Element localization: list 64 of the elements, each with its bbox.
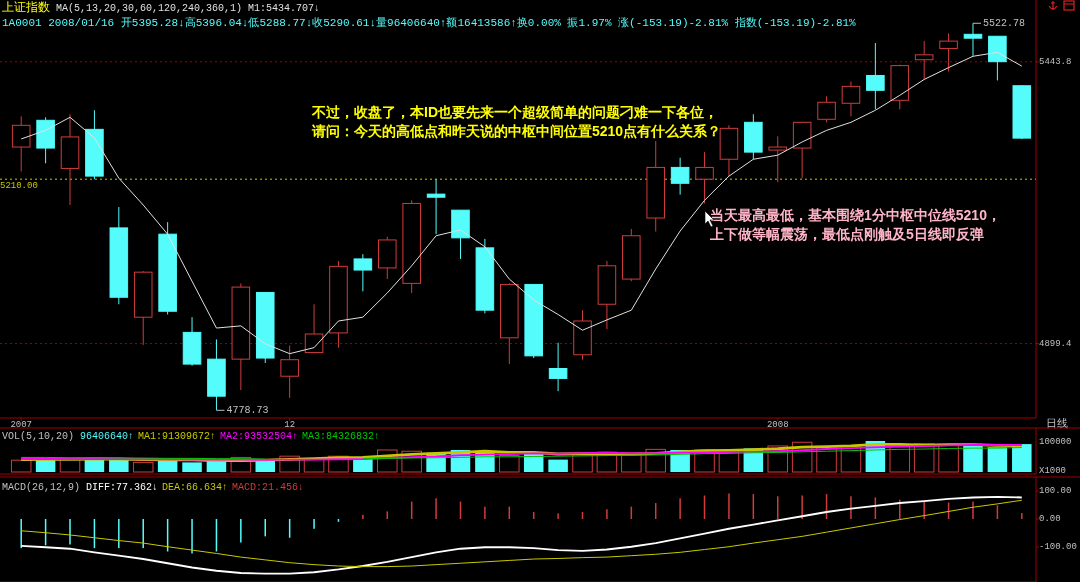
y-tick-label: -100.00: [1039, 542, 1077, 553]
candlestick: [914, 40, 934, 80]
candlestick: [11, 115, 31, 172]
chart-title: VOL(5,10,20): [2, 431, 75, 442]
series-label: MA2:93532504↑: [220, 431, 299, 442]
series-label: MA1:91309672↑: [138, 431, 217, 442]
candlestick: [817, 95, 836, 123]
bar: [84, 458, 105, 472]
candlestick: [304, 303, 324, 354]
ref-line-label: 5210.00: [0, 180, 38, 191]
bar: [230, 456, 252, 473]
bar: [10, 459, 32, 473]
candlestick: [939, 32, 958, 73]
bar: [279, 455, 300, 473]
text: X1000: [1039, 466, 1067, 476]
bar: [377, 449, 398, 473]
text: MACD:21.456↓: [232, 482, 305, 493]
bar: [987, 447, 1008, 472]
bar: [913, 443, 935, 473]
x-tick-label: 2007: [10, 420, 33, 430]
bar: [182, 462, 202, 472]
annotation: 上下做等幅震荡，最低点刚触及5日线即反弹: [709, 226, 984, 242]
candlestick: [280, 344, 299, 399]
annotation: 当天最高最低，基本围绕1分中枢中位线5210，: [710, 207, 1001, 223]
candlestick: [841, 80, 861, 117]
bar: [791, 441, 813, 473]
text: 日线: [1046, 417, 1068, 429]
annotation: 4778.73: [226, 404, 269, 416]
series-label: MA3:84326832↑: [302, 431, 381, 442]
candlestick: [548, 342, 568, 392]
bar: [109, 458, 129, 472]
y-tick-label: 100.00: [1039, 486, 1072, 497]
bar: [767, 445, 789, 473]
candlestick: [695, 151, 714, 204]
annotation: 请问：今天的高低点和昨天说的中枢中间位置5210点有什么关系？: [311, 123, 722, 139]
annotation: 1A0001 2008/01/16 开5395.28↓高5396.04↓低5288.77↓收5290.61↓量96406640↑额16413586↑换0.00% 振1.97% 涨(-153.19)-2.81% 指数(-153.19)-2.81%: [2, 16, 857, 29]
x-tick-label: 2008: [766, 420, 789, 430]
bar: [548, 459, 568, 472]
bar: [157, 460, 178, 472]
x-tick-label: 12: [284, 420, 296, 430]
annotation: 不过，收盘了，本ID也要先来一个超级简单的问题刁难一下各位，: [311, 104, 718, 120]
bar: [132, 461, 154, 473]
text: MA(5,13,20,30,60,120,240,360,1) M1:5434.707↓: [56, 3, 321, 14]
text: DIFF:77.362↓: [86, 482, 159, 493]
y-tick-label: 0.00: [1039, 514, 1061, 525]
candlestick: [866, 42, 885, 110]
candlestick: [768, 135, 788, 183]
bar: [963, 445, 983, 472]
candlestick: [353, 253, 373, 292]
annotation: 5522.78: [982, 17, 1025, 29]
bar: [1012, 444, 1032, 472]
y-tick-label: 4899.4: [1039, 338, 1072, 349]
text: DEA:66.634↑: [162, 482, 229, 493]
candlestick: [426, 178, 446, 235]
bar: [645, 448, 666, 473]
chart-title: 上证指数: [2, 0, 50, 14]
candlestick: [670, 157, 690, 196]
bar: [401, 450, 422, 473]
text: MACD(26,12,9): [2, 482, 81, 493]
text: 100000: [1039, 437, 1072, 447]
candlestick: [963, 22, 983, 57]
series-label: 96406640↑: [80, 431, 135, 442]
bar: [499, 455, 520, 473]
y-tick-label: 5443.8: [1039, 57, 1072, 68]
